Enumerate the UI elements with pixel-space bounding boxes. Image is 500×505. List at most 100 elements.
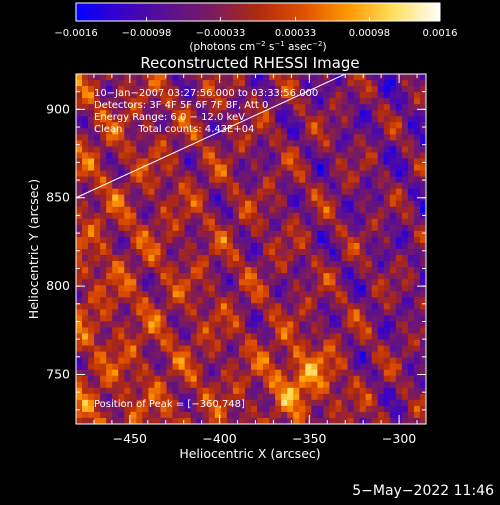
heatmap-pixel (275, 297, 282, 304)
heatmap-pixel (365, 375, 373, 383)
heatmap-pixel (383, 405, 391, 413)
heatmap-pixel (196, 176, 204, 184)
heatmap-pixel (395, 285, 403, 292)
heatmap-pixel (419, 170, 426, 177)
heatmap-pixel (347, 363, 354, 371)
heatmap-pixel (263, 285, 270, 292)
heatmap-pixel (275, 363, 282, 371)
heatmap-pixel (226, 146, 234, 153)
heatmap-pixel (166, 206, 173, 214)
heatmap-pixel (305, 399, 312, 407)
heatmap-pixel (359, 309, 367, 316)
heatmap-pixel (353, 200, 361, 208)
annotation-clean: Clean Total counts: 4.43E+04 (94, 124, 254, 135)
heatmap-pixel (281, 273, 288, 280)
heatmap-pixel (389, 92, 397, 99)
heatmap-pixel (263, 164, 270, 171)
heatmap-pixel (166, 393, 173, 401)
heatmap-pixel (166, 122, 173, 129)
heatmap-pixel (202, 86, 210, 93)
heatmap-pixel (407, 212, 415, 220)
heatmap-pixel (323, 188, 330, 196)
heatmap-pixel (220, 273, 228, 280)
heatmap-pixel (112, 309, 119, 316)
heatmap-pixel (94, 393, 101, 401)
heatmap-pixel (413, 92, 421, 99)
heatmap-pixel (106, 140, 113, 147)
heatmap-pixel (383, 92, 391, 99)
heatmap-pixel (190, 381, 198, 389)
heatmap-pixel (226, 321, 234, 328)
heatmap-pixel (263, 351, 270, 359)
heatmap-pixel (160, 321, 167, 328)
heatmap-pixel (293, 267, 300, 274)
heatmap-pixel (160, 339, 167, 346)
heatmap-pixel (154, 164, 161, 171)
heatmap-pixel (136, 230, 143, 238)
heatmap-pixel (353, 170, 361, 177)
x-tick-label: −300 (382, 431, 416, 446)
heatmap-pixel (160, 267, 167, 274)
heatmap-pixel (251, 411, 258, 419)
heatmap-pixel (371, 176, 379, 184)
heatmap-pixel (389, 297, 397, 304)
heatmap-pixel (112, 315, 119, 322)
heatmap-pixel (281, 230, 288, 238)
heatmap-pixel (118, 152, 125, 159)
heatmap-pixel (118, 267, 125, 274)
heatmap-pixel (281, 279, 288, 286)
heatmap-pixel (341, 357, 348, 365)
heatmap-pixel (154, 80, 161, 87)
heatmap-pixel (124, 267, 131, 274)
heatmap-pixel (130, 92, 137, 99)
heatmap-pixel (88, 381, 95, 389)
heatmap-pixel (281, 267, 288, 274)
heatmap-pixel (76, 164, 83, 171)
heatmap-pixel (359, 255, 367, 262)
heatmap-pixel (76, 206, 83, 214)
heatmap-pixel (359, 188, 367, 196)
heatmap-pixel (208, 200, 216, 208)
heatmap-pixel (232, 152, 240, 159)
heatmap-pixel (335, 375, 342, 383)
heatmap-pixel (341, 104, 348, 111)
heatmap-pixel (76, 110, 83, 117)
heatmap-pixel (130, 224, 137, 232)
heatmap-pixel (112, 345, 119, 352)
heatmap-pixel (196, 369, 204, 377)
heatmap-pixel (365, 182, 373, 190)
heatmap-pixel (124, 122, 131, 129)
heatmap-pixel (214, 345, 222, 352)
heatmap-pixel (329, 152, 336, 159)
heatmap-pixel (166, 399, 173, 407)
heatmap-pixel (214, 164, 222, 171)
heatmap-pixel (190, 273, 198, 280)
heatmap-pixel (166, 164, 173, 171)
heatmap-pixel (323, 417, 330, 424)
heatmap-pixel (299, 116, 306, 123)
heatmap-pixel (299, 230, 306, 238)
heatmap-pixel (305, 86, 312, 93)
heatmap-pixel (359, 321, 367, 328)
heatmap-pixel (190, 351, 198, 359)
heatmap-pixel (359, 98, 367, 105)
heatmap-pixel (208, 152, 216, 159)
heatmap-pixel (208, 273, 216, 280)
heatmap-pixel (112, 339, 119, 346)
heatmap-pixel (359, 128, 367, 135)
heatmap-pixel (220, 351, 228, 359)
heatmap-pixel (148, 297, 155, 304)
heatmap-pixel (154, 249, 161, 256)
heatmap-pixel (335, 345, 342, 352)
heatmap-pixel (347, 200, 354, 208)
heatmap-pixel (160, 285, 167, 292)
heatmap-pixel (226, 158, 234, 165)
heatmap-pixel (124, 357, 131, 365)
heatmap-pixel (184, 279, 192, 286)
heatmap-pixel (238, 411, 246, 419)
heatmap-pixel (347, 152, 354, 159)
heatmap-pixel (232, 297, 240, 304)
heatmap-pixel (281, 393, 288, 401)
heatmap-pixel (377, 176, 385, 184)
heatmap-pixel (395, 339, 403, 346)
